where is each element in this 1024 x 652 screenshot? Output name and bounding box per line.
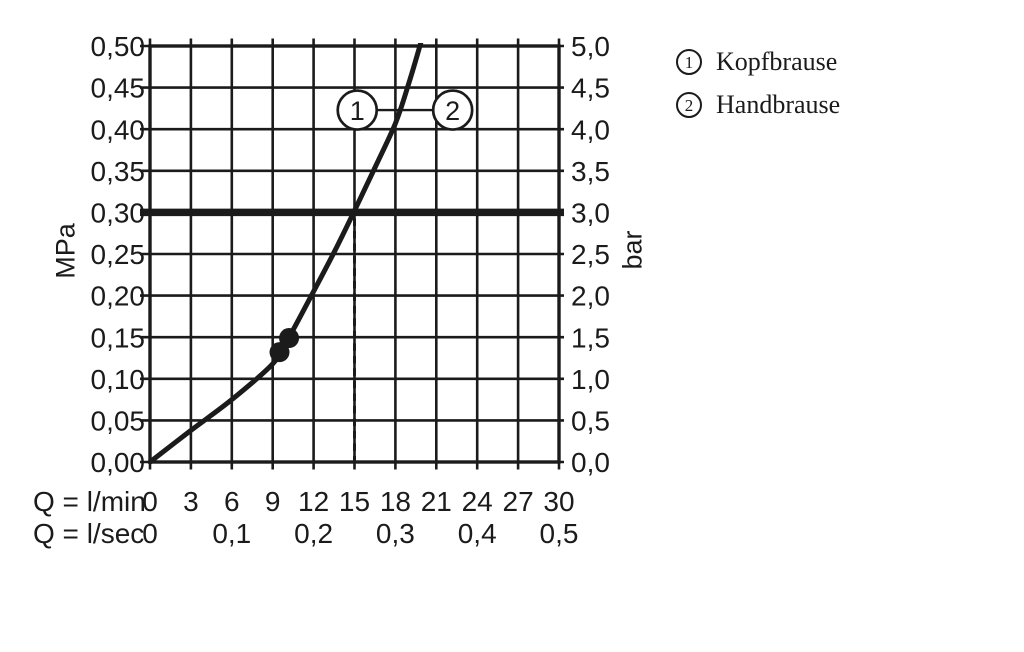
callout-number: 1 (350, 96, 365, 126)
legend-item-handbrause: 2 Handbrause (676, 90, 840, 120)
xtick-lmin: 9 (265, 486, 281, 517)
callout-circle (336, 89, 379, 131)
ytick-left-mpa: 0,50 (91, 31, 146, 62)
data-point-marker (269, 342, 290, 363)
ytick-right-bar: 4,0 (571, 114, 610, 145)
data-point-marker (279, 328, 300, 349)
yaxis-title-mpa: MPa (51, 222, 81, 279)
ytick-left-mpa: 0,05 (91, 405, 146, 436)
ytick-left-mpa: 0,10 (91, 364, 146, 395)
ytick-right-bar: 3,5 (571, 156, 610, 187)
xtick-lmin: 21 (421, 486, 452, 517)
callout-number: 2 (445, 96, 460, 126)
xtick-lsec: 0,4 (458, 518, 497, 549)
legend-number-icon: 2 (676, 92, 702, 118)
pressure-flow-curve (147, 43, 424, 465)
chart-legend: 1 Kopfbrause 2 Handbrause (676, 47, 840, 133)
xtick-lmin: 0 (142, 486, 158, 517)
ytick-left-mpa: 0,45 (91, 73, 146, 104)
ytick-left-mpa: 0,30 (91, 197, 146, 228)
ytick-right-bar: 1,0 (571, 364, 610, 395)
ytick-right-bar: 0,5 (571, 405, 610, 436)
ytick-left-mpa: 0,25 (91, 239, 146, 270)
ytick-right-bar: 2,0 (571, 281, 610, 312)
legend-label: Kopfbrause (716, 47, 838, 76)
legend-label: Handbrause (716, 90, 841, 119)
xtick-lmin: 18 (380, 486, 411, 517)
ytick-left-mpa: 0,20 (91, 281, 146, 312)
ytick-left-mpa: 0,00 (91, 447, 146, 478)
ytick-left-mpa: 0,40 (91, 114, 146, 145)
xtick-lsec: 0,3 (376, 518, 415, 549)
ytick-left-mpa: 0,35 (91, 156, 146, 187)
ytick-right-bar: 4,5 (571, 73, 610, 104)
xaxis-label-lsec: Q = l/sec (33, 518, 144, 549)
ytick-right-bar: 3,0 (571, 197, 610, 228)
legend-item-kopfbrause: 1 Kopfbrause (676, 47, 840, 77)
xtick-lsec: 0 (142, 518, 158, 549)
yaxis-title-bar: bar (618, 230, 648, 269)
ytick-right-bar: 2,5 (571, 239, 610, 270)
xaxis-label-lmin: Q = l/min (33, 486, 146, 517)
xtick-lmin: 27 (503, 486, 534, 517)
ytick-left-mpa: 0,15 (91, 322, 146, 353)
xtick-lsec: 0,5 (540, 518, 579, 549)
xtick-lmin: 30 (543, 486, 574, 517)
xtick-lsec: 0,2 (294, 518, 333, 549)
xtick-lmin: 3 (183, 486, 199, 517)
ytick-right-bar: 5,0 (571, 31, 610, 62)
legend-number-icon: 1 (676, 49, 702, 75)
xtick-lmin: 12 (298, 486, 329, 517)
callout-circle (431, 89, 474, 131)
xtick-lsec: 0,1 (212, 518, 251, 549)
xtick-lmin: 15 (339, 486, 370, 517)
xtick-lmin: 24 (462, 486, 493, 517)
xtick-lmin: 6 (224, 486, 240, 517)
ytick-right-bar: 1,5 (571, 322, 610, 353)
ytick-right-bar: 0,0 (571, 447, 610, 478)
